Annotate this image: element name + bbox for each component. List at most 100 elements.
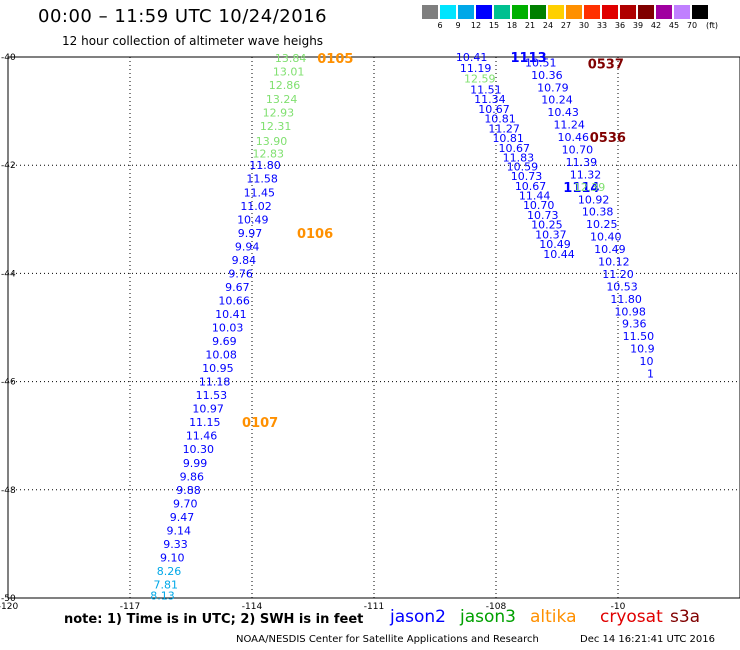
colorbar-swatch xyxy=(548,5,564,19)
swh-label-s3a: 12.39 xyxy=(574,181,606,194)
colorbar-swatch xyxy=(674,5,690,19)
colorbar-swatch xyxy=(512,5,528,19)
swh-label-altika: 11.46 xyxy=(186,430,218,443)
swh-label-altika: 9.84 xyxy=(232,254,257,267)
colorbar-swatch xyxy=(566,5,582,19)
swh-label-altika: 7.81 xyxy=(154,578,179,591)
swh-label-s3a: 11.20 xyxy=(602,268,634,281)
swh-label-altika: 9.70 xyxy=(173,497,198,510)
swh-label-s3a: 10.40 xyxy=(590,231,622,244)
swh-label-s3a: 9.36 xyxy=(622,318,647,331)
swh-label-altika: 9.47 xyxy=(170,511,195,524)
swh-label-s3a: 11.39 xyxy=(566,156,598,169)
swh-label-altika: 10.08 xyxy=(205,349,237,362)
colorbar-unit: (ft) xyxy=(705,21,719,30)
swh-label-s3a: 10.98 xyxy=(614,305,646,318)
colorbar-swatch xyxy=(494,5,510,19)
footer-credit: NOAA/NESDIS Center for Satellite Applica… xyxy=(236,634,539,645)
swh-label-jason2: 10.44 xyxy=(543,248,575,261)
footer-date: Dec 14 16:21:41 UTC 2016 xyxy=(580,634,715,645)
x-tick-label: -120 xyxy=(0,602,18,612)
colorbar-label: 24 xyxy=(542,21,554,30)
colorbar-swatch xyxy=(602,5,618,19)
x-tick-label: -111 xyxy=(364,602,384,612)
swh-label-s3a: 10.43 xyxy=(547,106,579,119)
swh-label-s3a: 10.49 xyxy=(594,243,626,256)
swh-label-jason2: 10.59 xyxy=(507,160,539,173)
swh-label-altika: 12.86 xyxy=(269,79,301,92)
swh-label-jason2: 10.81 xyxy=(484,113,516,126)
swh-label-jason2: 12.59 xyxy=(464,73,496,86)
y-tick-label: -50 xyxy=(1,594,16,604)
swh-label-jason2: 11.44 xyxy=(519,189,551,202)
colorbar-label: 12 xyxy=(470,21,482,30)
swh-label-jason2: 10.73 xyxy=(511,170,543,183)
units-note: note: 1) Time is in UTC; 2) SWH is in fe… xyxy=(64,612,364,627)
swh-label-s3a: 10.92 xyxy=(578,193,610,206)
swh-label-s3a: 10.36 xyxy=(531,69,563,82)
swh-label-jason2: 10.49 xyxy=(539,238,571,251)
swh-label-altika: 11.53 xyxy=(196,389,228,402)
time-label-s3a: 0537 xyxy=(588,57,624,72)
swh-label-altika: 10.03 xyxy=(212,322,244,335)
colorbar-swatch xyxy=(422,5,438,19)
time-label-altika: 0106 xyxy=(297,227,333,242)
colorbar-swatch xyxy=(620,5,636,19)
swh-label-jason2: 10.67 xyxy=(478,103,510,116)
time-label-altika: 0107 xyxy=(242,416,278,431)
swh-label-altika: 9.14 xyxy=(167,524,192,537)
colorbar-label: 39 xyxy=(632,21,644,30)
swh-label-altika: 9.88 xyxy=(176,484,201,497)
colorbar-label: 36 xyxy=(614,21,626,30)
legend-jason3: jason3 xyxy=(460,607,516,627)
swh-label-jason2: 10.73 xyxy=(527,209,559,222)
swh-label-altika: 11.58 xyxy=(246,173,278,186)
swh-label-s3a: 10.24 xyxy=(541,94,573,107)
swh-label-jason2: 11.34 xyxy=(474,93,506,106)
swh-label-altika: 12.83 xyxy=(253,147,285,160)
swh-label-s3a: 10 xyxy=(639,355,653,368)
colorbar-swatch xyxy=(440,5,456,19)
swh-label-altika: 13.84 xyxy=(275,52,307,65)
colorbar-swatch xyxy=(458,5,474,19)
time-label-s3a: 0536 xyxy=(590,131,626,146)
swh-label-jason2: 11.83 xyxy=(503,152,535,165)
swh-label-altika: 9.76 xyxy=(228,267,253,280)
legend-s3a: s3a xyxy=(670,607,701,627)
swh-label-s3a: 10.12 xyxy=(598,255,630,268)
colorbar-label: 27 xyxy=(560,21,572,30)
swh-label-s3a: 11.24 xyxy=(553,119,585,132)
swh-label-s3a: 10.79 xyxy=(537,81,569,94)
swh-label-altika: 9.94 xyxy=(235,240,260,253)
swh-label-s3a: 10.53 xyxy=(606,280,638,293)
swh-label-s3a: 10.25 xyxy=(586,218,618,231)
colorbar-swatch xyxy=(584,5,600,19)
colorbar-label: 30 xyxy=(578,21,590,30)
swh-label-altika: 12.93 xyxy=(263,107,295,120)
swh-label-altika: 9.10 xyxy=(160,551,185,564)
swh-label-altika: 13.01 xyxy=(273,66,305,79)
legend-altika: altika xyxy=(530,607,577,627)
swh-label-altika: 12.31 xyxy=(260,120,292,133)
swh-label-altika: 13.24 xyxy=(266,93,298,106)
swh-label-jason2: 10.70 xyxy=(523,199,555,212)
swh-label-altika: 10.30 xyxy=(183,443,215,456)
colorbar-swatch xyxy=(692,5,708,19)
swh-label-altika: 13.90 xyxy=(256,135,288,148)
y-tick-label: -44 xyxy=(1,269,16,279)
swh-label-s3a: 10.51 xyxy=(525,56,557,69)
swh-label-jason2: 10.25 xyxy=(531,219,563,232)
y-tick-label: -48 xyxy=(1,486,16,496)
swh-label-altika: 9.33 xyxy=(163,538,188,551)
swh-label-altika: 11.45 xyxy=(244,186,276,199)
swh-label-s3a: 10.9 xyxy=(630,343,655,356)
swh-label-altika: 8.13 xyxy=(150,589,175,602)
colorbar-label: 6 xyxy=(437,21,443,30)
y-tick-label: -42 xyxy=(1,161,16,171)
swh-label-altika: 9.69 xyxy=(212,335,237,348)
swh-label-altika: 10.49 xyxy=(237,213,269,226)
chart-subtitle: 12 hour collection of altimeter wave hei… xyxy=(62,34,324,48)
colorbar-label: 45 xyxy=(668,21,680,30)
colorbar-label: 42 xyxy=(650,21,662,30)
